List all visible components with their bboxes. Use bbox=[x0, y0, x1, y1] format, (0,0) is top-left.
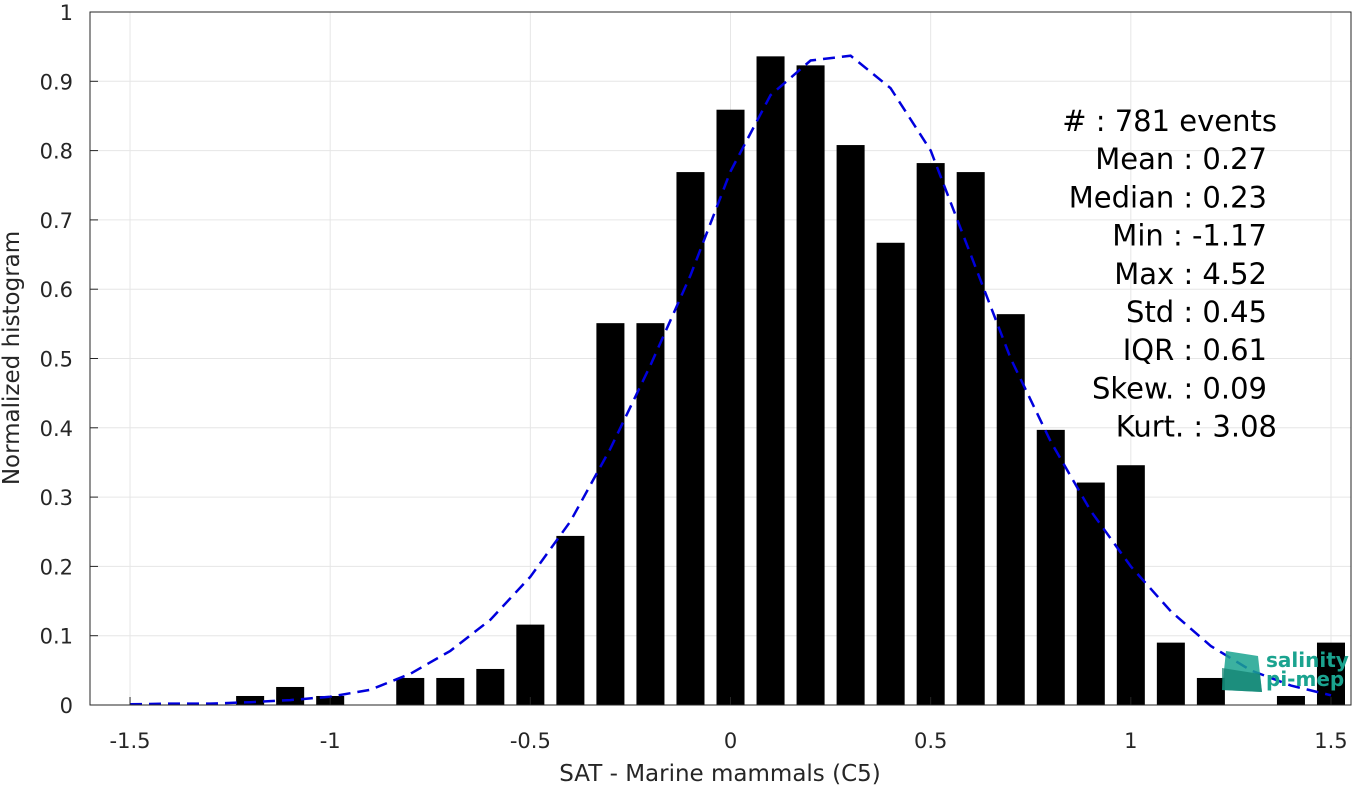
y-axis-label: Normalized histogram bbox=[0, 231, 25, 485]
histogram-bar bbox=[756, 56, 785, 706]
x-axis-label: SAT - Marine mammals (C5) bbox=[559, 761, 881, 785]
x-tick-label: 1 bbox=[1124, 729, 1137, 753]
histogram-bar bbox=[476, 668, 505, 705]
histogram-bar bbox=[916, 163, 945, 706]
histogram-bars bbox=[236, 56, 1345, 706]
histogram-bar bbox=[1196, 677, 1225, 705]
histogram-bar bbox=[516, 624, 545, 705]
histogram-bar bbox=[956, 172, 985, 705]
y-tick-label: 0.8 bbox=[40, 140, 73, 164]
x-tick-label: -0.5 bbox=[510, 729, 551, 753]
stat-line: Skew. : 0.09 bbox=[1092, 371, 1267, 405]
y-tick-label: 1 bbox=[60, 1, 73, 25]
y-tick-label: 0.6 bbox=[40, 278, 73, 302]
histogram-bar bbox=[996, 314, 1025, 705]
stat-line: Mean : 0.27 bbox=[1095, 142, 1267, 176]
histogram-bar bbox=[276, 686, 305, 705]
histogram-bar bbox=[556, 535, 585, 705]
logo-text-pi-mep: pi-mep bbox=[1266, 667, 1344, 691]
histogram-bar bbox=[1156, 642, 1185, 705]
histogram-bar bbox=[796, 65, 825, 705]
y-tick-label: 0.1 bbox=[40, 625, 73, 649]
stat-line: Kurt. : 3.08 bbox=[1116, 410, 1277, 444]
histogram-bar bbox=[396, 677, 425, 705]
stat-line: Median : 0.23 bbox=[1069, 180, 1267, 214]
histogram-bar bbox=[876, 242, 905, 706]
logo-mark-shade bbox=[1222, 668, 1262, 692]
y-axis-ticks: 0 0.1 0.2 0.3 0.4 0.5 0.6 0.7 0.8 0.9 1 bbox=[40, 1, 98, 718]
y-tick-label: 0.3 bbox=[40, 486, 73, 510]
stat-line: IQR : 0.61 bbox=[1123, 333, 1267, 367]
x-tick-label: 0.5 bbox=[914, 729, 947, 753]
histogram-bar bbox=[636, 323, 665, 705]
histogram-bar bbox=[1116, 465, 1145, 705]
fit-curve bbox=[129, 54, 1332, 706]
logo-text-salinity: salinity bbox=[1266, 648, 1349, 672]
y-tick-label: 0.5 bbox=[40, 348, 73, 372]
stat-line: Max : 4.52 bbox=[1114, 257, 1267, 291]
histogram-bar bbox=[1276, 695, 1305, 705]
x-tick-label: -1.5 bbox=[110, 729, 151, 753]
histogram-bar bbox=[236, 695, 265, 705]
y-tick-label: 0.2 bbox=[40, 555, 73, 579]
salinity-pi-mep-logo: salinity pi-mep bbox=[1222, 648, 1349, 692]
stat-line: Std : 0.45 bbox=[1126, 295, 1267, 329]
y-tick-label: 0.7 bbox=[40, 209, 73, 233]
y-tick-label: 0.9 bbox=[40, 70, 73, 94]
stat-line: # : 781 events bbox=[1062, 104, 1277, 138]
histogram-bar bbox=[716, 109, 745, 705]
stat-line: Min : -1.17 bbox=[1112, 219, 1267, 253]
histogram-bar bbox=[1036, 429, 1065, 705]
histogram-bar bbox=[676, 172, 705, 705]
x-tick-label: 1.5 bbox=[1314, 729, 1347, 753]
histogram-bar bbox=[836, 145, 865, 705]
y-tick-label: 0.4 bbox=[40, 417, 73, 441]
statistics-panel: # : 781 events Mean : 0.27 Median : 0.23 Mi… bbox=[1062, 104, 1277, 444]
histogram-bar bbox=[436, 677, 465, 705]
x-tick-label: -1 bbox=[320, 729, 341, 753]
y-tick-label: 0 bbox=[60, 694, 73, 718]
histogram-bar bbox=[1076, 482, 1105, 705]
histogram-bar bbox=[596, 323, 625, 705]
x-axis-ticks: -1.5 -1 -0.5 0 0.5 1 1.5 bbox=[110, 697, 1348, 753]
x-tick-label: 0 bbox=[724, 729, 737, 753]
